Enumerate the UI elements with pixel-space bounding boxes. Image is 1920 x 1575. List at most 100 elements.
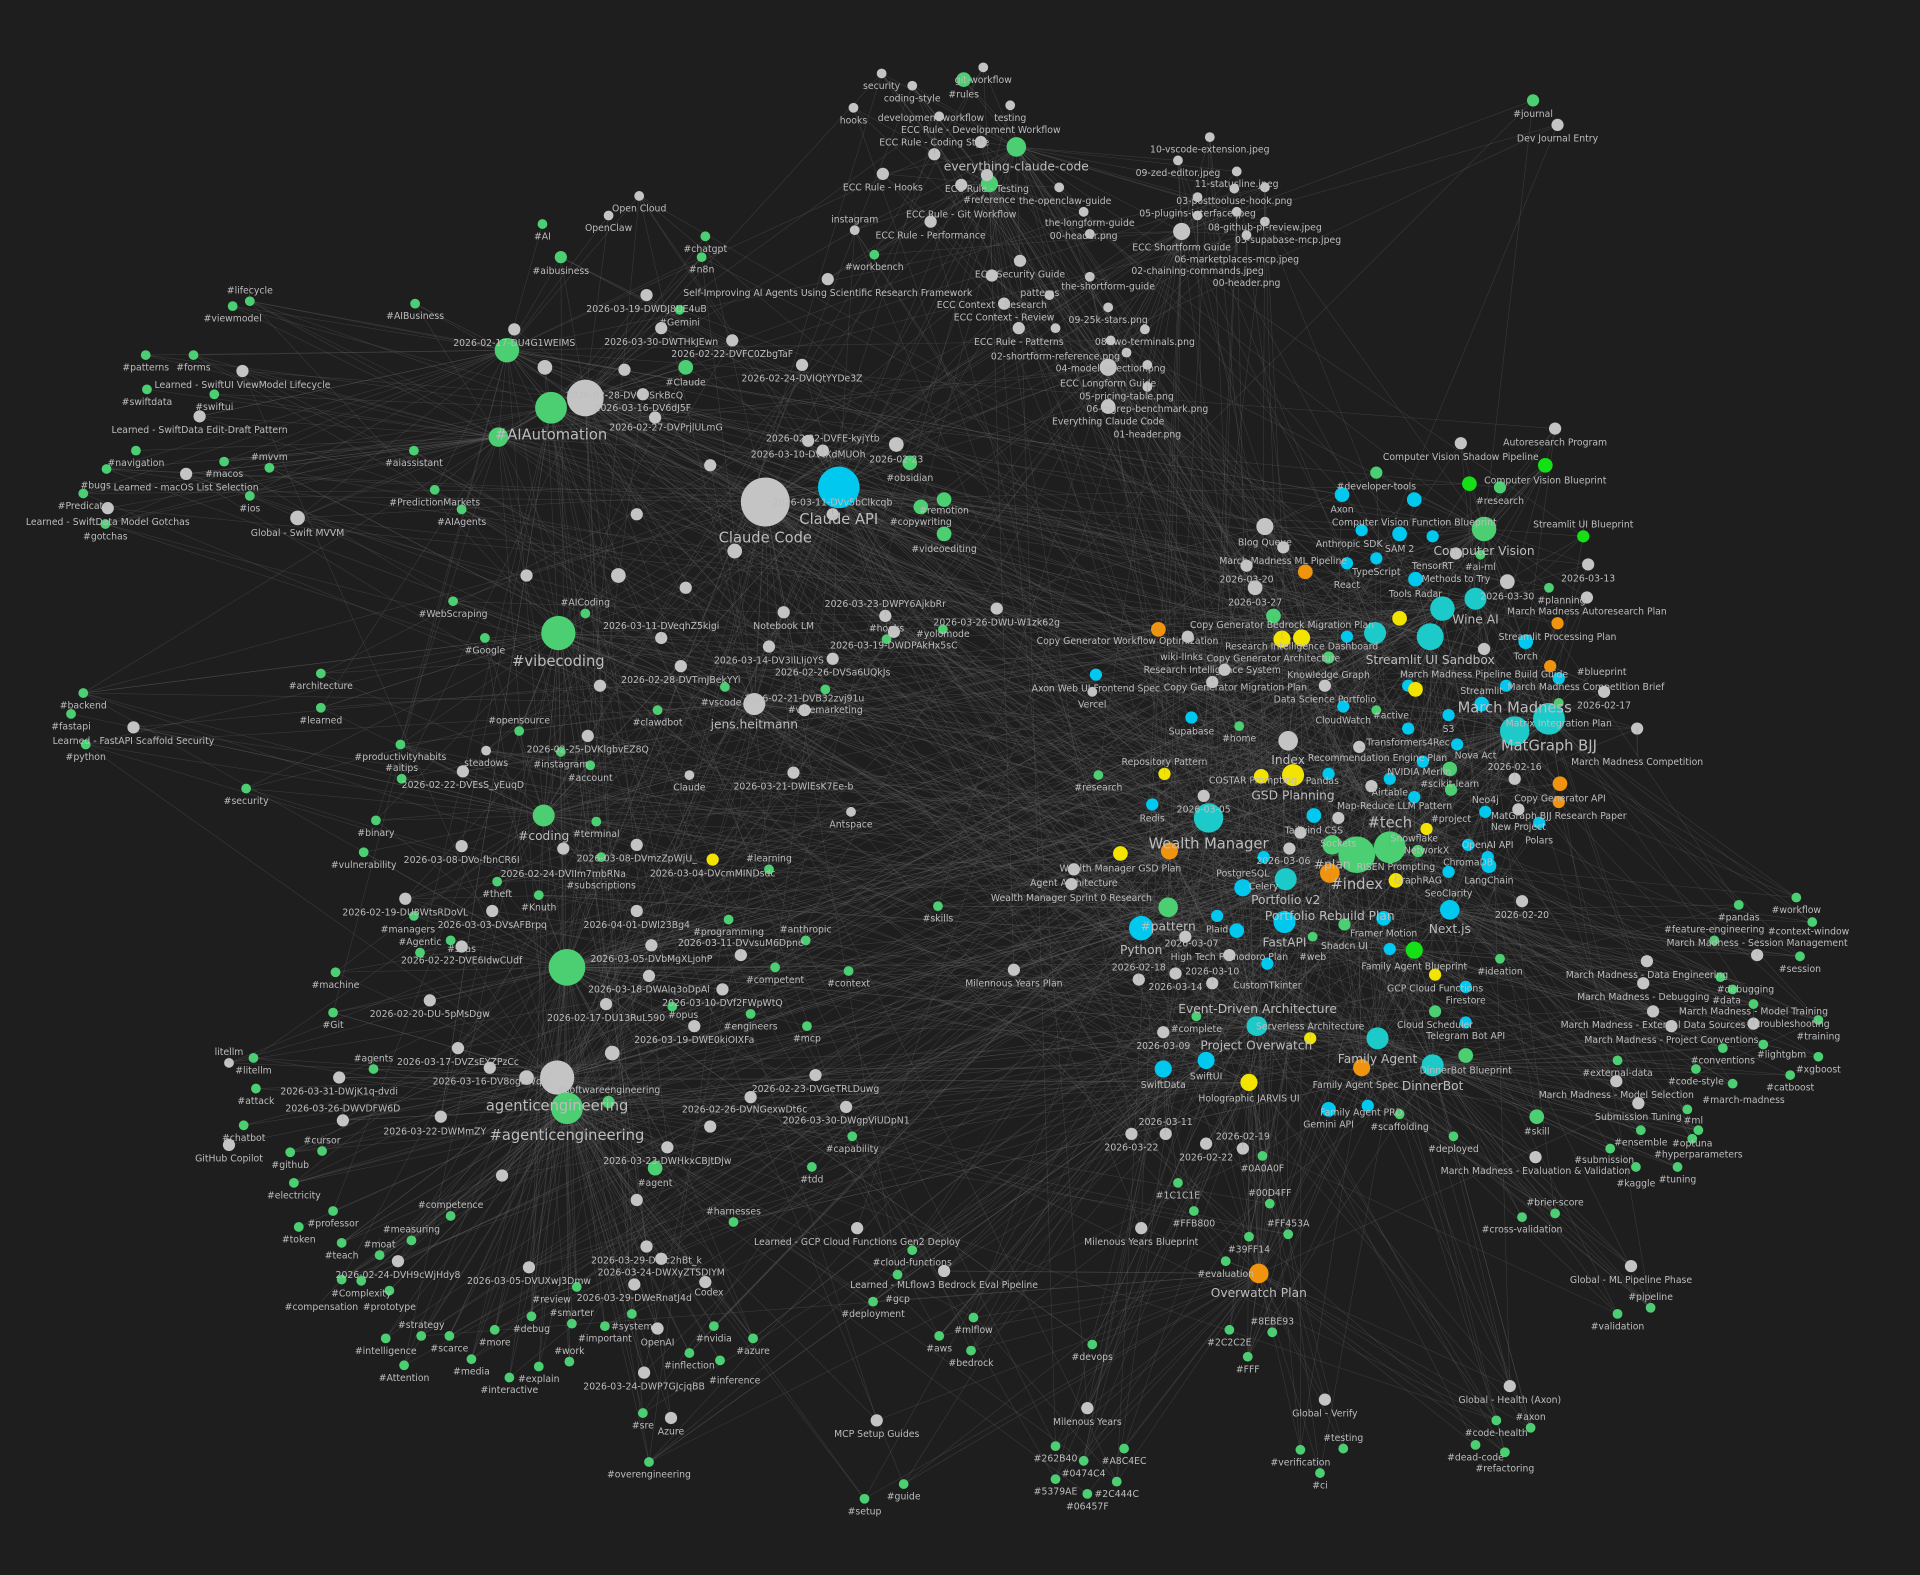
graph-node[interactable] [1416,623,1444,651]
node-label[interactable]: 2026-03-17-DVZsEYZPzCc [397,1057,519,1068]
node-label[interactable]: FastAPI [1263,936,1307,950]
graph-node[interactable] [227,301,238,312]
node-label[interactable]: 2026-03-22-DWMmZY [383,1127,486,1138]
node-label[interactable]: 2026-03-06 [1256,856,1310,867]
node-label[interactable]: #harnesses [706,1206,761,1217]
node-label[interactable]: #videoediting [911,544,977,555]
node-label[interactable]: #debug [513,1324,550,1335]
node-label[interactable]: 2026-02-17-DU13RuL590 [547,1013,665,1024]
node-label[interactable]: #Attention [379,1373,430,1384]
graph-node[interactable] [522,1261,536,1274]
node-label[interactable]: 2026-03-14-DV3IlLIj0YS [714,655,824,666]
graph-node[interactable] [652,705,663,716]
node-label[interactable]: COSTAR Prompting [1209,776,1297,787]
node-label[interactable]: Serverless Architecture [1256,1021,1365,1032]
node-label[interactable]: #vscode [701,698,742,709]
graph-node[interactable] [1428,1005,1442,1018]
node-label[interactable]: #system [611,1321,652,1332]
node-label[interactable]: #2C444C [1095,1489,1139,1500]
graph-node[interactable] [1050,1441,1061,1452]
node-label[interactable]: Claude API [799,511,878,528]
graph-node[interactable] [1537,457,1553,473]
graph-node[interactable] [966,1345,976,1356]
node-label[interactable]: Celery [1249,882,1279,893]
node-label[interactable]: Research Intelligence Dashboard [1225,641,1378,652]
node-label[interactable]: #skill [1524,1127,1550,1138]
graph-node[interactable] [1646,1005,1660,1018]
node-label[interactable]: #n8n [689,265,715,276]
node-label[interactable]: #setup [848,1506,882,1517]
node-label[interactable]: #binary [357,828,395,839]
graph-node[interactable] [1012,322,1025,335]
graph-node[interactable] [127,721,140,734]
node-label[interactable]: Computer Vision Function Blueprint [1332,517,1497,528]
graph-node[interactable] [1013,254,1027,267]
node-label[interactable]: 2026-03-19-DWDPAkHx5sC [830,641,957,652]
node-label[interactable]: 2026-03-13 [1561,573,1615,584]
graph-node[interactable] [1211,909,1224,923]
node-label[interactable]: #aiassistant [385,458,443,469]
node-label[interactable]: NVIDIA Merlin [1387,767,1451,778]
node-label[interactable]: 2026-03-30-DWTHkJEwn [604,337,718,348]
graph-node[interactable] [1146,798,1159,811]
node-label[interactable]: Copy Generator Workflow Optimization [1037,636,1219,647]
graph-node[interactable] [1582,558,1595,571]
graph-node[interactable] [821,273,834,286]
node-label[interactable]: Axon [1330,505,1353,516]
graph-node[interactable] [1462,476,1477,492]
node-label[interactable]: #home [1222,734,1256,745]
graph-node[interactable] [293,1222,304,1232]
node-label[interactable]: Matrix Integration Plan [1506,718,1612,729]
graph-node[interactable] [1050,1474,1061,1485]
graph-node[interactable] [548,948,586,986]
node-label[interactable]: Anthropic SDK [1316,539,1384,550]
node-label[interactable]: #navigation [107,458,164,469]
graph-node[interactable] [520,569,533,582]
node-label[interactable]: #data [1712,996,1741,1007]
graph-node[interactable] [423,994,436,1007]
node-label[interactable]: 10-vscode-extension.jpeg [1150,145,1270,156]
node-label[interactable]: 2026-02-24-DVIQtYYDe3Z [742,374,863,385]
graph-node[interactable] [1089,668,1103,681]
graph-node[interactable] [533,890,544,900]
graph-node[interactable] [1517,1212,1527,1223]
node-label[interactable]: #inflection [664,1361,715,1372]
node-label[interactable]: #AICoding [561,598,610,609]
node-label[interactable]: #dead-code [1447,1452,1504,1463]
graph-node[interactable] [248,1053,259,1063]
node-label[interactable]: #session [1779,964,1821,975]
graph-node[interactable] [1442,708,1455,722]
node-label[interactable]: March Madness - Session Management [1667,938,1849,949]
graph-node[interactable] [1672,1162,1683,1172]
node-label[interactable]: #blueprint [1577,667,1627,678]
node-label[interactable]: Repository Pattern [1122,757,1208,768]
graph-node[interactable] [843,966,854,976]
node-label[interactable]: #kaggle [1616,1178,1655,1189]
node-label[interactable]: #hyperparameters [1654,1149,1743,1160]
graph-node[interactable] [1529,1151,1542,1164]
node-label[interactable]: Transformers4Rec [1365,737,1449,748]
graph-node[interactable] [715,1355,725,1366]
node-label[interactable]: #debugging [1717,985,1774,996]
node-label[interactable]: Learned - MLflow3 Bedrock Eval Pipeline [850,1280,1038,1291]
node-label[interactable]: #agent [638,1178,673,1189]
node-label[interactable]: Learned - macOS List Selection [114,483,259,494]
node-label[interactable]: Snowflake [1391,833,1439,844]
node-label[interactable]: #copywriting [890,517,952,528]
node-label[interactable]: Learned - SwiftData Edit-Draft Pattern [112,425,288,436]
graph-node[interactable] [848,102,859,113]
node-label[interactable]: #professor [307,1219,358,1230]
node-label[interactable]: #AIAutomation [495,427,607,444]
node-label[interactable]: #2C2C2E [1207,1337,1252,1348]
graph-node[interactable] [678,359,694,375]
node-label[interactable]: #Gemini [659,317,700,328]
node-label[interactable]: Neo4j [1472,795,1499,806]
node-label[interactable]: #ci [1312,1481,1327,1492]
node-label[interactable]: 2026-03-14 [1148,982,1202,993]
graph-node[interactable] [859,1493,870,1504]
node-label[interactable]: ECC Rule - Development Workflow [901,125,1061,136]
node-label[interactable]: 2026-02-24-DVIIm7mbRNa [501,869,626,880]
node-label[interactable]: 03-supabase-mcp.jpeg [1235,235,1341,246]
graph-node[interactable] [1078,206,1089,217]
node-label[interactable]: #brier-score [1526,1198,1584,1209]
